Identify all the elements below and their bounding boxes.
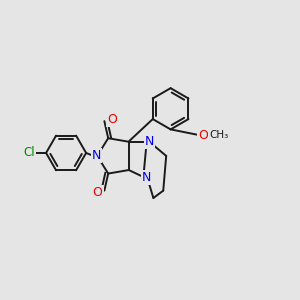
Text: CH₃: CH₃ bbox=[209, 130, 229, 140]
Text: N: N bbox=[145, 135, 154, 148]
Text: O: O bbox=[93, 186, 103, 199]
Text: O: O bbox=[107, 113, 117, 127]
Text: N: N bbox=[142, 171, 151, 184]
Text: N: N bbox=[92, 149, 101, 162]
Text: Cl: Cl bbox=[23, 146, 35, 159]
Text: O: O bbox=[198, 129, 208, 142]
